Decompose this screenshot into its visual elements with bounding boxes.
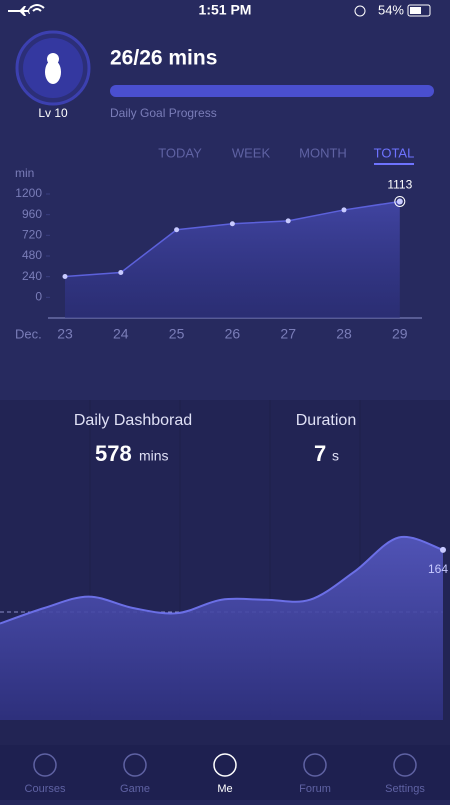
x-tick-label: 27: [280, 326, 296, 342]
wave-area: [0, 536, 443, 720]
wave-point: [440, 546, 446, 553]
area: [65, 201, 400, 318]
y-axis-label: min: [15, 166, 34, 180]
nav-label[interactable]: Game: [120, 783, 150, 795]
nav-icon[interactable]: [123, 753, 147, 777]
point: [118, 270, 124, 276]
y-tick-label: 1200: [15, 186, 42, 200]
duration-unit: s: [332, 448, 339, 464]
nav-icon[interactable]: [393, 753, 417, 777]
progress-text: 26/26 mins: [110, 47, 217, 70]
y-tick-label: 480: [22, 248, 42, 262]
x-tick-label: 25: [169, 326, 185, 342]
battery-icon: [407, 4, 431, 17]
level: Lv 10: [38, 106, 68, 120]
point: [229, 221, 235, 227]
x-tick-label: 28: [336, 326, 352, 342]
point: [341, 207, 347, 213]
wave-line: [0, 535, 444, 625]
airplane-icon: [8, 6, 30, 16]
nav-label[interactable]: Settings: [385, 783, 425, 795]
point: [174, 227, 180, 233]
tab[interactable]: TOTAL: [374, 145, 415, 160]
tab[interactable]: MONTH: [299, 145, 347, 160]
nav-icon[interactable]: [213, 753, 237, 777]
dashboard-value: 578: [95, 441, 132, 466]
nav-icon[interactable]: [33, 753, 57, 777]
x-axis-label: Dec.: [15, 326, 42, 341]
progress-bar: [110, 85, 434, 97]
x-tick-label: 29: [392, 326, 408, 342]
nav-label[interactable]: Courses: [25, 783, 66, 795]
battery-text: 54%: [378, 2, 404, 17]
x-tick-label: 26: [225, 326, 241, 342]
point: [396, 198, 403, 205]
point-ring: [394, 195, 406, 207]
y-tick-label: 240: [22, 269, 42, 283]
x-tick-label: 23: [57, 326, 73, 342]
penguin-head: [47, 53, 59, 65]
dashboard-title: Daily Dashborad: [74, 412, 192, 429]
y-tick-label: 720: [22, 228, 42, 242]
progress-label: Daily Goal Progress: [110, 106, 217, 120]
y-tick-label: 960: [22, 207, 42, 221]
point: [62, 273, 68, 279]
battery-level: [410, 7, 421, 14]
time: 1:51 PM: [199, 2, 252, 18]
tab[interactable]: TODAY: [158, 145, 202, 160]
tab[interactable]: WEEK: [232, 145, 271, 160]
duration-title: Duration: [296, 412, 356, 429]
lock-icon: [354, 5, 366, 17]
wifi-icon: [29, 4, 45, 12]
point: [285, 218, 291, 224]
duration-value: 7: [314, 441, 326, 466]
penguin: [45, 60, 61, 84]
nav-label[interactable]: Me: [217, 783, 232, 795]
nav-icon[interactable]: [303, 753, 327, 777]
y-tick-label: 0: [35, 290, 42, 304]
nav-label[interactable]: Forum: [299, 783, 331, 795]
x-tick-label: 24: [113, 326, 129, 342]
value-label: 1113: [387, 178, 412, 192]
dashboard-unit: mins: [139, 448, 169, 464]
wave-value-label: 164: [428, 562, 448, 576]
